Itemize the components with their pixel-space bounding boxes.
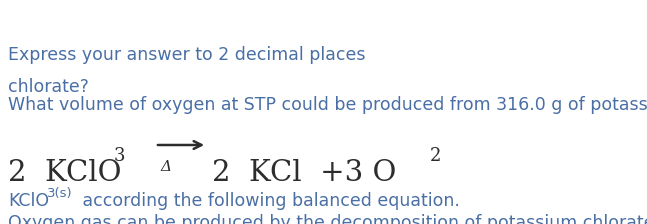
Text: Express your answer to 2 decimal places: Express your answer to 2 decimal places <box>8 46 366 64</box>
Text: chlorate?: chlorate? <box>8 78 89 96</box>
Text: 3(s): 3(s) <box>47 187 72 200</box>
Text: 2  KCl  +3 O: 2 KCl +3 O <box>212 159 397 187</box>
Text: KClO: KClO <box>8 192 49 210</box>
Text: Oxygen gas can be produced by the decomposition of potassium chlorate,: Oxygen gas can be produced by the decomp… <box>8 214 647 224</box>
Text: 2: 2 <box>430 147 441 165</box>
Text: Δ: Δ <box>160 160 171 174</box>
Text: What volume of oxygen at STP could be produced from 316.0 g of potassiun: What volume of oxygen at STP could be pr… <box>8 96 647 114</box>
Text: 2  KClO: 2 KClO <box>8 159 122 187</box>
Text: 3: 3 <box>114 147 126 165</box>
Text: according the following balanced equation.: according the following balanced equatio… <box>77 192 460 210</box>
